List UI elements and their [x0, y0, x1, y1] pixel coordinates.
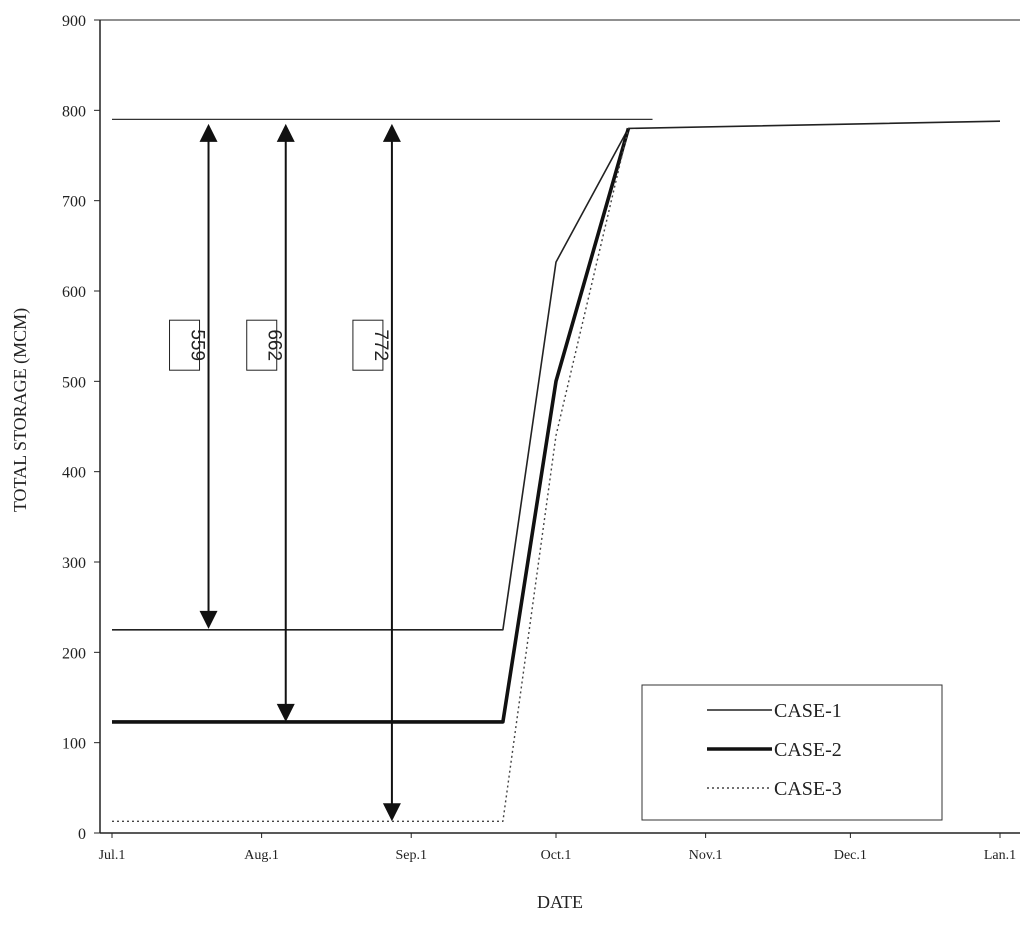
y-axis-title: TOTAL STORAGE (MCM) — [10, 308, 31, 512]
annotation-label: 559 — [187, 329, 208, 361]
x-tick-label: Aug.1 — [244, 848, 279, 863]
y-tick-label: 0 — [78, 826, 86, 843]
annotation-label-box — [169, 319, 201, 371]
legend: CASE-1 CASE-2 CASE-3 — [641, 684, 943, 821]
x-tick-label: Sep.1 — [395, 848, 427, 863]
series-line-case-2 — [112, 127, 631, 724]
series-lines — [112, 120, 1001, 822]
arrow-down-icon — [276, 703, 295, 722]
x-tick-label: Dec.1 — [834, 848, 867, 863]
annotation-label-box — [246, 319, 278, 371]
annotation-772: 772 — [352, 123, 401, 822]
arrow-up-icon — [382, 123, 401, 142]
x-tick-label: Oct.1 — [541, 848, 572, 863]
arrow-down-icon — [382, 803, 401, 822]
annotation-label: 772 — [370, 329, 391, 361]
x-tick-label: Nov.1 — [689, 848, 723, 863]
arrow-up-icon — [276, 123, 295, 142]
x-tick-label: Jul.1 — [99, 848, 126, 863]
series-line-case-1 — [112, 120, 1001, 631]
legend-box — [641, 684, 943, 821]
y-tick-label: 700 — [62, 194, 86, 211]
y-tick-label: 200 — [62, 645, 86, 662]
series-line-case-3 — [112, 128, 630, 822]
y-tick-label: 600 — [62, 284, 86, 301]
x-tick-label: Lan.1 — [984, 848, 1016, 863]
annotation-662: 662 — [246, 123, 295, 722]
y-tick-label: 500 — [62, 374, 86, 391]
annotations: 559 662 772 — [169, 123, 401, 822]
legend-label: CASE-3 — [774, 778, 842, 800]
legend-label: CASE-1 — [774, 700, 842, 722]
arrow-up-icon — [199, 123, 218, 142]
annotation-label-box — [352, 319, 384, 371]
annotation-559: 559 — [169, 123, 218, 629]
annotation-label: 662 — [264, 329, 285, 361]
y-tick-label: 100 — [62, 736, 86, 753]
x-axis-title: DATE — [537, 892, 583, 912]
y-tick-label: 900 — [62, 13, 86, 30]
tick-labels: 0 100 200 300 400 500 600 700 800 900 Jul.1 Aug.1 Se… — [62, 13, 1016, 863]
y-tick-label: 400 — [62, 465, 86, 482]
arrow-down-icon — [199, 610, 218, 629]
axes — [94, 19, 1020, 838]
y-tick-label: 300 — [62, 555, 86, 572]
y-tick-label: 800 — [62, 103, 86, 120]
legend-label: CASE-2 — [774, 739, 842, 761]
